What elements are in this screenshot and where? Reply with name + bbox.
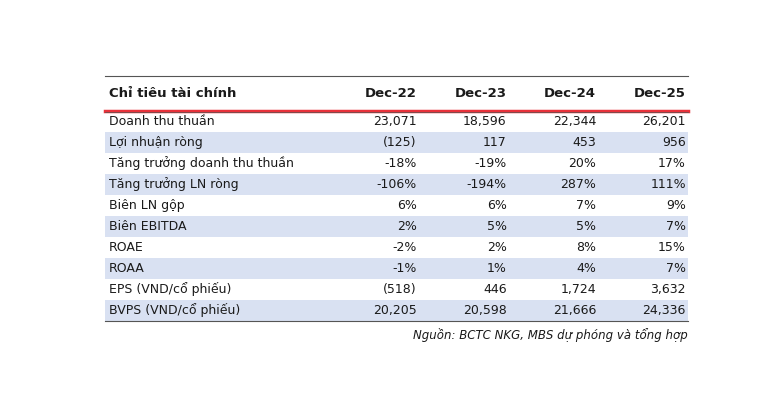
Text: BVPS (VND/cổ phiếu): BVPS (VND/cổ phiếu) [109,303,240,317]
Bar [106,153,688,174]
Text: 3,632: 3,632 [650,283,686,296]
Text: 5%: 5% [486,220,506,233]
Text: -194%: -194% [466,178,506,191]
Text: 22,344: 22,344 [553,115,596,128]
Text: 4%: 4% [576,262,596,275]
Bar [106,237,688,258]
Text: 1,724: 1,724 [560,283,596,296]
Text: Chỉ tiêu tài chính: Chỉ tiêu tài chính [109,87,236,100]
Text: 24,336: 24,336 [642,304,686,317]
Text: ROAA: ROAA [109,262,145,275]
Text: 20,598: 20,598 [462,304,506,317]
Text: 453: 453 [572,136,596,149]
Text: 7%: 7% [576,199,596,212]
Bar [106,111,688,132]
Text: Nguồn: BCTC NKG, MBS dự phóng và tổng hợp: Nguồn: BCTC NKG, MBS dự phóng và tổng hợ… [413,328,688,342]
Text: 15%: 15% [658,241,686,254]
Text: Biên EBITDA: Biên EBITDA [109,220,187,233]
Text: Dec-25: Dec-25 [634,87,686,100]
Text: Dec-23: Dec-23 [455,87,506,100]
Bar [106,258,688,279]
Text: 1%: 1% [486,262,506,275]
Bar [106,279,688,300]
Text: 5%: 5% [576,220,596,233]
Text: 21,666: 21,666 [553,304,596,317]
Text: Tăng trưởng doanh thu thuần: Tăng trưởng doanh thu thuần [109,156,294,170]
Text: 9%: 9% [666,199,686,212]
Text: 956: 956 [662,136,686,149]
Text: 2%: 2% [486,241,506,254]
Text: -18%: -18% [384,157,417,170]
Text: -1%: -1% [392,262,417,275]
Text: ROAE: ROAE [109,241,144,254]
Text: -106%: -106% [377,178,417,191]
Bar [106,132,688,153]
Text: 7%: 7% [665,220,686,233]
Bar [106,174,688,195]
Text: Dec-22: Dec-22 [365,87,417,100]
Text: Dec-24: Dec-24 [544,87,596,100]
Text: 20%: 20% [568,157,596,170]
Text: 6%: 6% [397,199,417,212]
Text: Tăng trưởng LN ròng: Tăng trưởng LN ròng [109,178,239,192]
Bar [106,300,688,320]
Text: 446: 446 [482,283,506,296]
Text: 2%: 2% [397,220,417,233]
Text: 287%: 287% [560,178,596,191]
Text: 26,201: 26,201 [642,115,686,128]
Text: 117: 117 [482,136,506,149]
Text: Lợi nhuận ròng: Lợi nhuận ròng [109,136,203,149]
Text: -2%: -2% [392,241,417,254]
Text: Biên LN gộp: Biên LN gộp [109,199,185,212]
Text: -19%: -19% [474,157,506,170]
Bar [106,76,688,111]
Text: 6%: 6% [486,199,506,212]
Text: EPS (VND/cổ phiếu): EPS (VND/cổ phiếu) [109,282,232,296]
Text: Doanh thu thuần: Doanh thu thuần [109,115,215,128]
Text: 20,205: 20,205 [373,304,417,317]
Text: 111%: 111% [650,178,686,191]
Bar [106,216,688,237]
Text: 8%: 8% [576,241,596,254]
Text: 17%: 17% [658,157,686,170]
Bar [106,195,688,216]
Text: 23,071: 23,071 [373,115,417,128]
Text: (518): (518) [383,283,417,296]
Text: 7%: 7% [665,262,686,275]
Text: (125): (125) [384,136,417,149]
Text: 18,596: 18,596 [463,115,506,128]
